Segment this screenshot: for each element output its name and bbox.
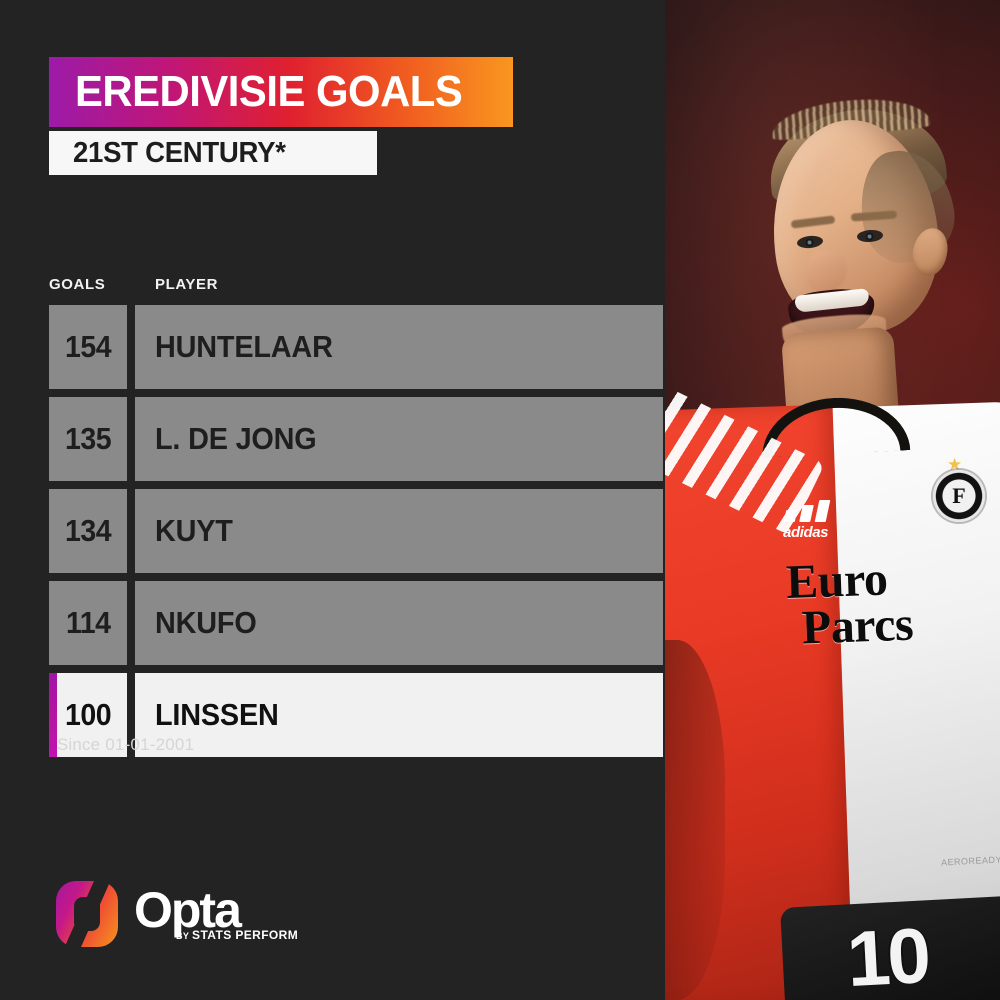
cell-goals: 134 xyxy=(49,489,127,573)
player-name: LINSSEN xyxy=(155,697,279,732)
table-row: 154 HUNTELAAR xyxy=(49,305,663,389)
jersey-sponsor-line2: Parcs xyxy=(800,597,914,655)
page-subtitle: 21ST CENTURY* xyxy=(73,136,286,169)
player-name: HUNTELAAR xyxy=(155,329,333,364)
opta-mark-icon xyxy=(56,881,118,947)
cell-player: LINSSEN xyxy=(135,673,663,757)
arm-shadow xyxy=(665,640,725,1000)
player-nose xyxy=(807,250,847,292)
player-name: KUYT xyxy=(155,513,233,548)
jersey-sponsor: Euro Parcs xyxy=(785,552,1000,655)
cell-goals: 154 xyxy=(49,305,127,389)
cell-player: L. DE JONG xyxy=(135,397,663,481)
cell-player: NKUFO xyxy=(135,581,663,665)
table-row-highlighted: 100 LINSSEN xyxy=(49,673,663,757)
cell-goals: 114 xyxy=(49,581,127,665)
player-name: L. DE JONG xyxy=(155,421,317,456)
cell-player: KUYT xyxy=(135,489,663,573)
column-header-goals: GOALS xyxy=(49,276,106,293)
opta-tagline: BY STATS PERFORM xyxy=(176,928,298,942)
footnote: *Since 01-01-2001 xyxy=(50,735,195,754)
goals-table: 154 HUNTELAAR 135 L. DE JONG 134 KUYT xyxy=(49,305,663,757)
shorts-number: 10 xyxy=(844,910,930,1000)
crest-star-icon: ★ xyxy=(947,455,963,474)
highlight-accent-bar xyxy=(49,673,57,757)
infographic-panel: EREDIVISIE GOALS 21ST CENTURY* GOALS PLA… xyxy=(0,0,665,1000)
subtitle-banner: 21ST CENTURY* xyxy=(49,131,377,175)
cell-goals: 135 xyxy=(49,397,127,481)
cell-goals: 100 xyxy=(49,673,127,757)
adidas-logo-icon xyxy=(783,500,839,522)
player-name: NKUFO xyxy=(155,605,257,640)
goals-value: 135 xyxy=(64,421,112,456)
table-row: 134 KUYT xyxy=(49,489,663,573)
page-title: EREDIVISIE GOALS xyxy=(75,67,463,116)
player-photo: adidas Euro Parcs ★ F AEROREADY 10 xyxy=(665,0,1000,1000)
opta-tagline-by: BY xyxy=(176,931,193,941)
opta-tagline-main: STATS PERFORM xyxy=(192,928,299,942)
feyenoord-crest-icon: F xyxy=(933,470,985,522)
column-header-player: PLAYER xyxy=(155,276,219,293)
goals-value: 114 xyxy=(65,605,111,640)
goals-value: 100 xyxy=(64,697,112,732)
adidas-wordmark: adidas xyxy=(783,524,829,541)
cell-player: HUNTELAAR xyxy=(135,305,663,389)
opta-wordmark: Opta xyxy=(134,882,242,938)
goals-value: 134 xyxy=(64,513,112,548)
table-row: 114 NKUFO xyxy=(49,581,663,665)
table-row: 135 L. DE JONG xyxy=(49,397,663,481)
opta-logo: Opta BY STATS PERFORM xyxy=(56,881,298,947)
goals-value: 154 xyxy=(64,329,112,364)
table-column-headers: GOALS PLAYER xyxy=(49,276,609,296)
title-banner: EREDIVISIE GOALS xyxy=(49,57,513,127)
